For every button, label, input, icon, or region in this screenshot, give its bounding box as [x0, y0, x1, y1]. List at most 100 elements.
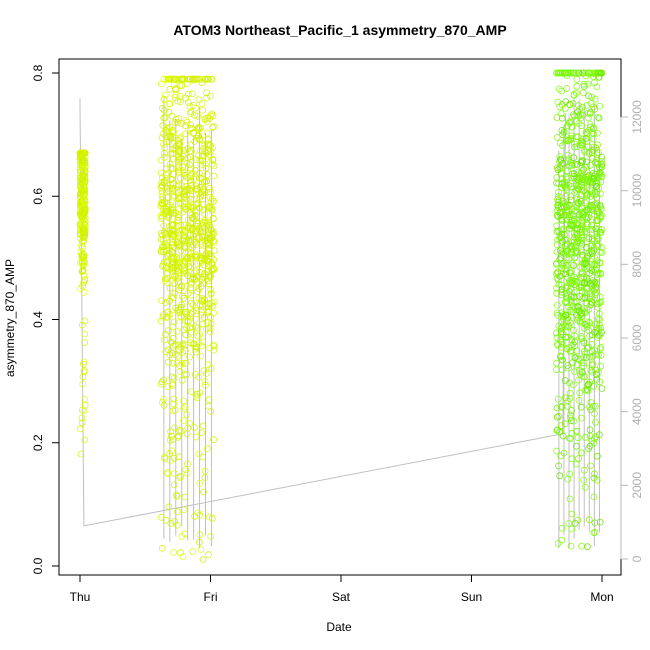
data-point [188, 328, 195, 336]
data-point [580, 83, 588, 90]
data-point [179, 269, 187, 277]
data-point [591, 290, 599, 298]
data-point [579, 252, 587, 260]
data-point [585, 343, 593, 351]
data-point [170, 481, 178, 489]
data-point [180, 190, 188, 198]
data-point [205, 551, 212, 559]
data-point [80, 206, 88, 214]
data-point [175, 216, 183, 224]
data-point [204, 114, 212, 122]
data-point [594, 315, 602, 323]
data-point [167, 254, 175, 262]
data-point [575, 307, 583, 315]
data-point [563, 298, 571, 306]
data-point [78, 321, 86, 329]
data-point [556, 69, 564, 77]
data-point [585, 326, 592, 334]
y-tick-label: 0.8 [31, 64, 45, 81]
data-point [594, 269, 602, 277]
data-point [189, 75, 197, 83]
data-point [176, 269, 184, 277]
x-tick-label: Sun [461, 590, 482, 604]
data-point [173, 492, 181, 500]
data-point [571, 303, 579, 311]
data-point [158, 213, 166, 221]
data-point [189, 129, 197, 137]
data-point [158, 134, 166, 142]
data-point [172, 270, 180, 278]
data-point [167, 150, 175, 158]
x-tick-label: Thu [70, 590, 91, 604]
data-point [589, 203, 597, 211]
data-point [168, 225, 176, 233]
data-point [569, 340, 577, 348]
data-point [587, 398, 595, 406]
data-point [595, 114, 603, 122]
data-point [165, 503, 173, 511]
data-point [560, 270, 567, 278]
data-point [199, 453, 207, 461]
data-point [579, 175, 587, 183]
data-point [199, 219, 207, 227]
y-axis: 0.0 0.2 0.4 0.6 0.8 [31, 64, 60, 574]
data-point [176, 195, 184, 203]
data-point [596, 345, 604, 353]
data-point [566, 268, 574, 276]
data-point [209, 155, 217, 163]
data-point [181, 370, 189, 378]
data-point [591, 278, 599, 286]
data-point [188, 226, 196, 234]
data-point [571, 249, 579, 257]
data-point [556, 208, 564, 216]
data-point [576, 195, 584, 203]
data-point [584, 213, 592, 221]
data-point [579, 138, 587, 146]
data-point [553, 309, 561, 317]
data-point [594, 209, 602, 216]
data-point [172, 146, 180, 154]
data-point [598, 244, 606, 252]
data-point [189, 102, 197, 109]
data-point [565, 256, 573, 264]
data-point [204, 135, 212, 143]
data-point [176, 230, 184, 238]
data-point [558, 536, 566, 544]
data-point [598, 153, 605, 161]
data-point [587, 280, 594, 287]
data-point [582, 199, 589, 207]
data-point [202, 271, 210, 279]
data-point [580, 339, 588, 347]
data-point [553, 274, 561, 282]
data-point [184, 203, 192, 211]
data-point [594, 334, 602, 342]
data-point [560, 259, 568, 267]
data-point [594, 303, 602, 311]
data-point [181, 243, 189, 250]
data-point [564, 294, 571, 302]
data-point [191, 371, 199, 378]
data-point [161, 114, 169, 122]
data-point [573, 82, 581, 90]
data-point [589, 135, 597, 143]
data-point [555, 276, 562, 284]
data-point [583, 130, 591, 138]
data-point [208, 266, 216, 273]
data-point [554, 202, 561, 210]
data-point [201, 160, 209, 168]
data-point [575, 367, 583, 375]
data-point [164, 346, 172, 354]
y2-tick-label: 0 [630, 555, 644, 562]
data-point [168, 432, 175, 440]
data-point [170, 400, 178, 408]
data-point [171, 469, 178, 477]
data-point [163, 469, 171, 476]
data-point [178, 376, 186, 384]
data-point [568, 407, 575, 414]
data-point [203, 75, 211, 83]
data-point [578, 542, 585, 550]
data-point [175, 181, 183, 189]
data-point [182, 94, 190, 102]
data-point [167, 134, 175, 141]
